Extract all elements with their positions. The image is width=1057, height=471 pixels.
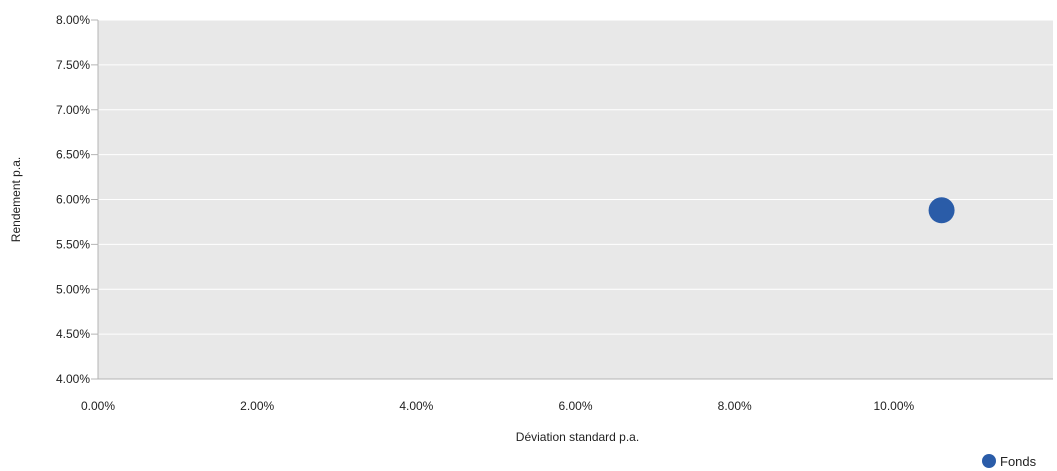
y-tick-label: 5.00%: [56, 282, 90, 296]
x-tick-label: 8.00%: [718, 399, 752, 413]
y-tick-label: 6.00%: [56, 193, 90, 207]
y-tick-label: 6.50%: [56, 148, 90, 162]
x-axis-label: Déviation standard p.a.: [516, 430, 639, 444]
y-tick-label: 8.00%: [56, 13, 90, 27]
y-axis-label: Rendement p.a.: [9, 157, 23, 242]
x-tick-label: 4.00%: [399, 399, 433, 413]
y-tick-label: 4.00%: [56, 372, 90, 386]
x-tick-label: 6.00%: [558, 399, 592, 413]
legend[interactable]: Fonds: [982, 454, 1037, 469]
x-tick-label: 0.00%: [81, 399, 115, 413]
x-axis-ticks: 0.00% 2.00% 4.00% 6.00% 8.00% 10.00%: [81, 399, 915, 413]
y-tick-label: 7.00%: [56, 103, 90, 117]
y-tick-label: 5.50%: [56, 237, 90, 251]
y-axis-ticks: 4.00% 4.50% 5.00% 5.50% 6.00% 6.50% 7.00% 7.50%…: [56, 13, 98, 386]
data-point[interactable]: [928, 197, 955, 224]
x-tick-label: 2.00%: [240, 399, 274, 413]
x-tick-label: 10.00%: [873, 399, 914, 413]
data-points: [928, 197, 955, 224]
y-tick-label: 7.50%: [56, 58, 90, 72]
y-tick-label: 4.50%: [56, 327, 90, 341]
legend-label-fonds: Fonds: [1000, 454, 1037, 469]
legend-marker-fonds: [982, 454, 996, 468]
